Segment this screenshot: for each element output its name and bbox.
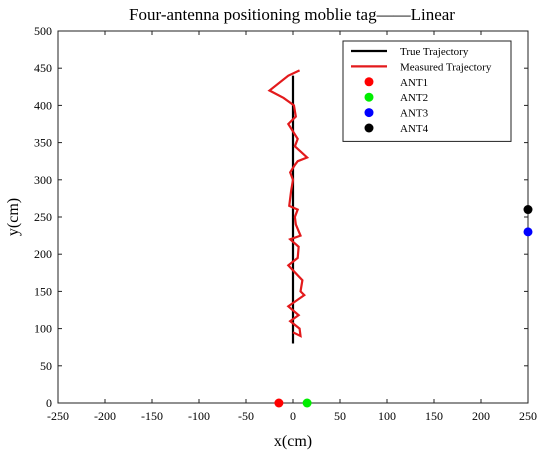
x-tick-label: -150 <box>141 409 163 423</box>
y-tick-label: 400 <box>34 98 52 112</box>
y-tick-label: 300 <box>34 173 52 187</box>
y-tick-label: 100 <box>34 322 52 336</box>
y-tick-label: 500 <box>34 24 52 38</box>
x-tick-label: 250 <box>519 409 537 423</box>
y-axis-label: y(cm) <box>5 198 22 236</box>
legend-ant4-swatch <box>364 123 374 133</box>
y-tick-label: 0 <box>46 396 52 410</box>
legend-ant2-label: ANT2 <box>400 92 428 104</box>
x-tick-label: -200 <box>94 409 116 423</box>
x-tick-label: -50 <box>238 409 254 423</box>
x-tick-label: 0 <box>290 409 296 423</box>
legend-measured-trajectory-label: Measured Trajectory <box>400 61 492 73</box>
y-tick-label: 250 <box>34 210 52 224</box>
legend-ant4-label: ANT4 <box>400 123 429 135</box>
axis-ticks: -250 -200 -150 -100 -50 0 50 100 150 200 250 0 50 100… <box>34 24 537 423</box>
ant1-point <box>274 398 284 408</box>
measured-trajectory-line <box>267 69 310 338</box>
legend: True Trajectory Measured Trajectory ANT1 AN… <box>342 40 512 142</box>
x-tick-label: -250 <box>47 409 69 423</box>
x-tick-label: 200 <box>472 409 490 423</box>
legend-ant3-label: ANT3 <box>400 108 429 120</box>
legend-ant2-swatch <box>364 92 374 102</box>
x-tick-label: 150 <box>425 409 443 423</box>
x-axis-label: x(cm) <box>274 433 312 450</box>
ant3-point <box>523 227 533 237</box>
y-tick-label: 200 <box>34 247 52 261</box>
y-tick-label: 450 <box>34 61 52 75</box>
y-tick-label: 150 <box>34 284 52 298</box>
legend-ant1-label: ANT1 <box>400 77 428 89</box>
series-layer <box>267 69 533 408</box>
x-tick-label: 100 <box>378 409 396 423</box>
legend-ant1-swatch <box>364 77 374 87</box>
legend-ant3-swatch <box>364 108 374 118</box>
ant2-point <box>302 398 312 408</box>
chart-title: Four-antenna positioning moblie tag——Lin… <box>129 5 455 24</box>
ant4-point <box>523 205 533 215</box>
y-tick-label: 50 <box>40 359 52 373</box>
legend-true-trajectory-label: True Trajectory <box>400 46 469 58</box>
x-tick-label: 50 <box>334 409 346 423</box>
y-tick-label: 350 <box>34 136 52 150</box>
x-tick-label: -100 <box>188 409 210 423</box>
